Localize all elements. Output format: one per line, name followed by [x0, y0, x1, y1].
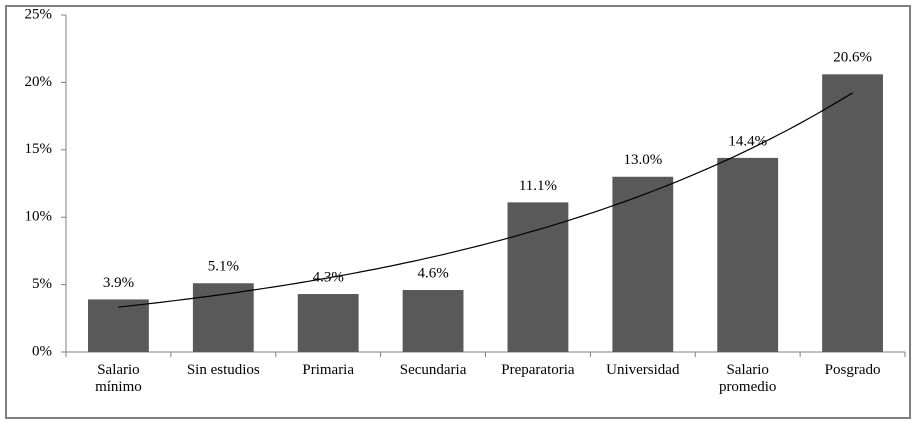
- value-label: 5.1%: [208, 259, 239, 275]
- value-label: 13.0%: [623, 152, 662, 168]
- y-tick-label: 20%: [25, 74, 53, 90]
- x-tick-label: Salario mínimo: [95, 362, 142, 395]
- x-tick-label: Posgrado: [824, 362, 881, 378]
- y-tick-label: 25%: [25, 6, 53, 22]
- bar: [612, 176, 674, 352]
- x-tick-label: Primaria: [302, 362, 355, 378]
- x-tick-label: Universidad: [606, 362, 680, 378]
- bar: [507, 202, 569, 352]
- bar: [822, 74, 883, 352]
- x-tick-label: Preparatoria: [501, 362, 575, 378]
- x-tick-label: Salario promedio: [718, 362, 777, 395]
- value-label: 11.1%: [519, 178, 557, 194]
- bar: [88, 299, 149, 352]
- y-tick-label: 0%: [32, 343, 52, 359]
- value-label: 14.4%: [728, 133, 767, 149]
- chart-frame: [5, 5, 911, 419]
- bar: [717, 157, 779, 352]
- value-label: 20.6%: [833, 50, 872, 66]
- bar: [402, 289, 464, 352]
- bar: [297, 294, 359, 352]
- value-label: 3.9%: [103, 275, 134, 291]
- bar: [192, 283, 254, 352]
- value-label: 4.6%: [417, 265, 448, 281]
- x-tick-label: Sin estudios: [186, 362, 260, 378]
- trendline: [118, 92, 853, 308]
- y-tick-label: 15%: [25, 141, 53, 157]
- y-tick-label: 5%: [32, 276, 52, 292]
- y-tick-label: 10%: [25, 209, 53, 225]
- x-tick-label: Secundaria: [399, 362, 467, 378]
